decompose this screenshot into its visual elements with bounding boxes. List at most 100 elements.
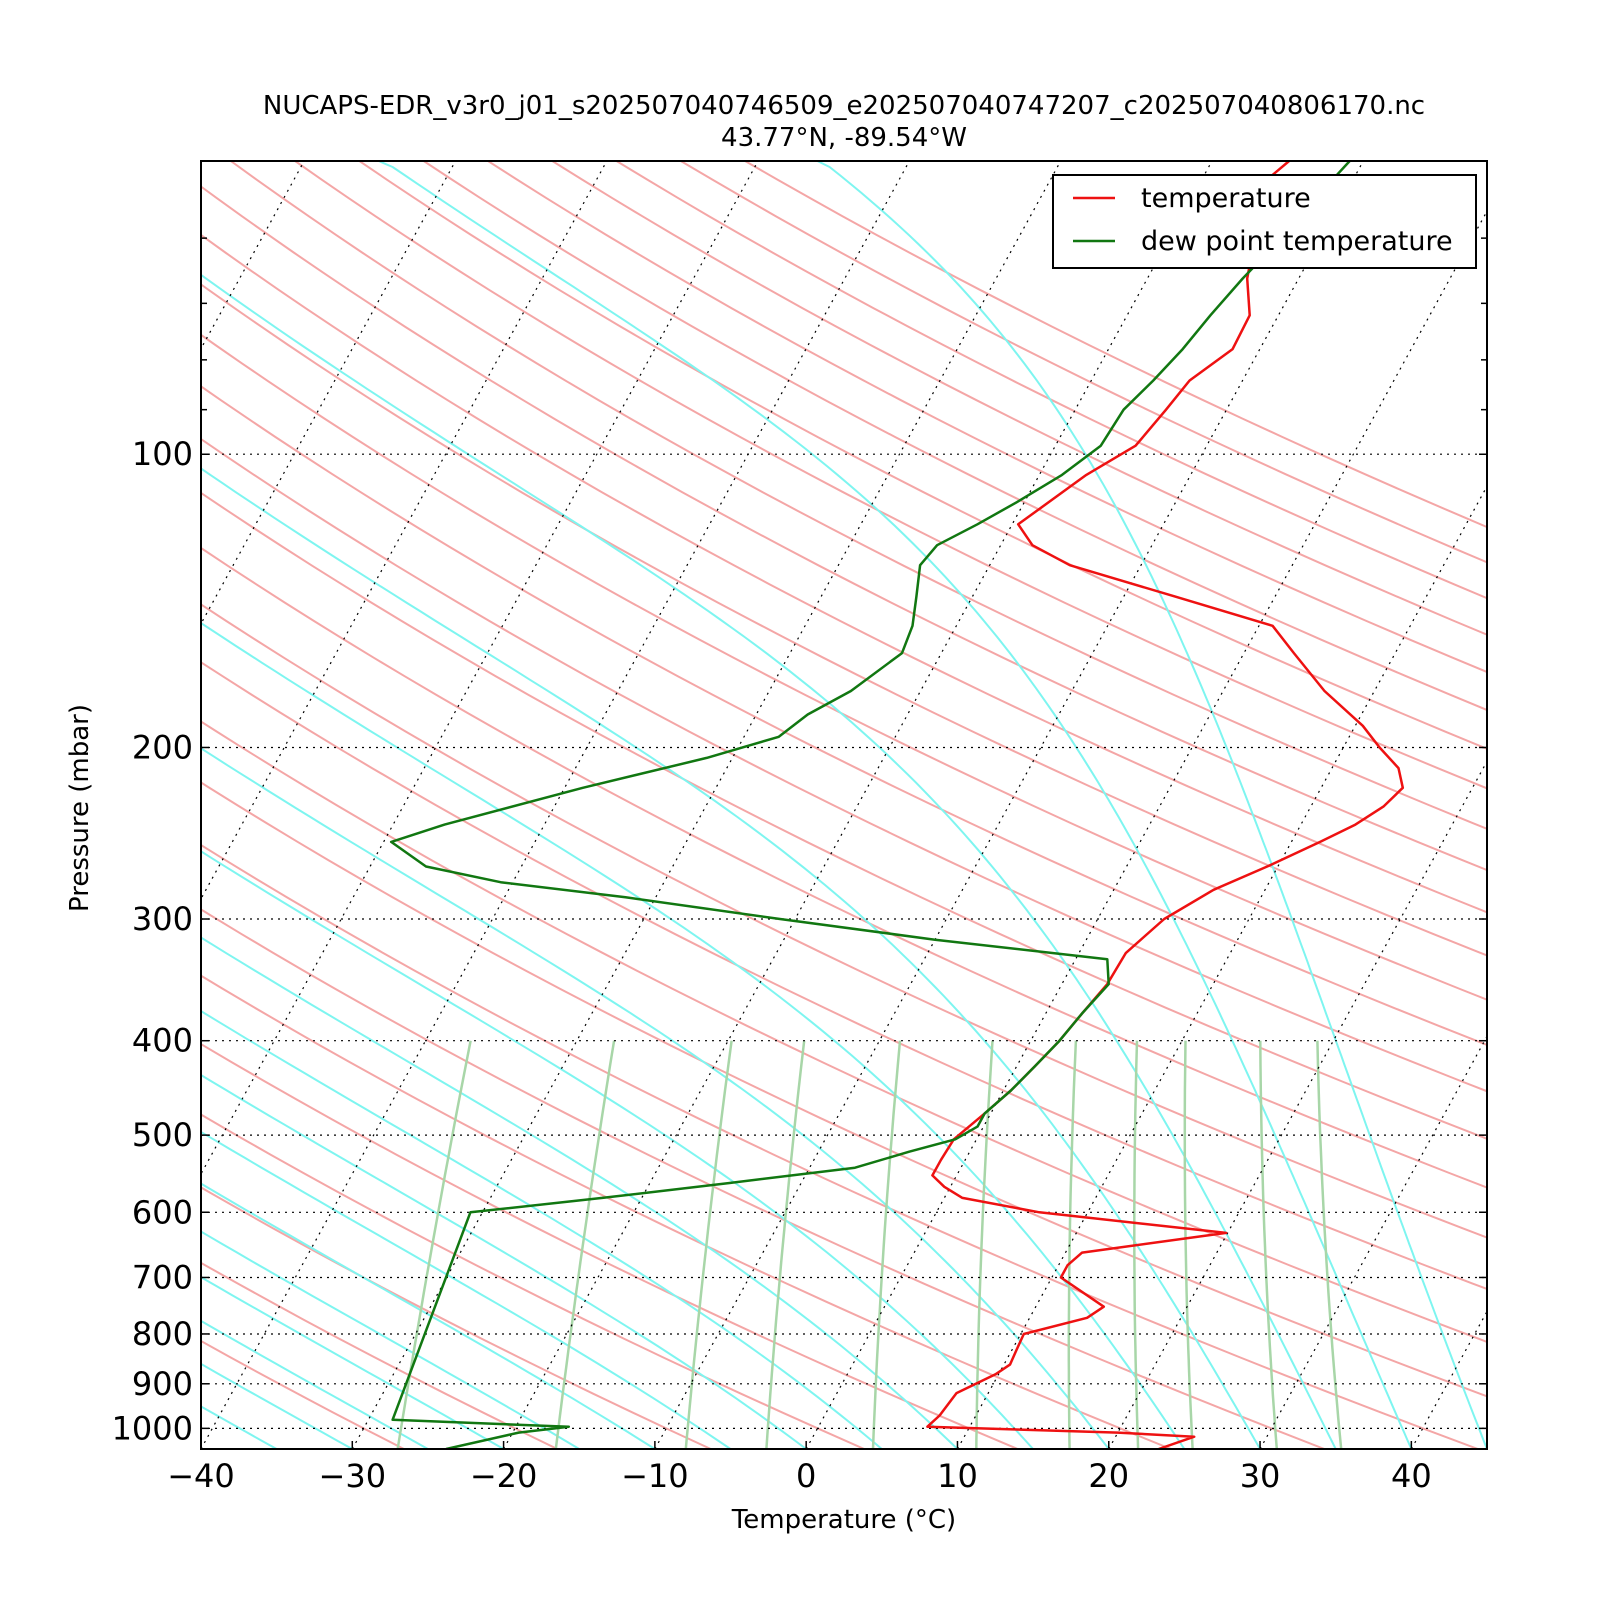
x-tick-label: −30 <box>319 1457 387 1495</box>
dry-adiabat <box>551 161 1487 636</box>
mixing-ratio-line <box>1183 1040 1194 1449</box>
dry-adiabat <box>294 161 1487 790</box>
dry-adiabat <box>680 161 1487 564</box>
isotherm-line <box>805 209 1487 1449</box>
moist-adiabat <box>201 1009 883 1449</box>
x-axis-label: Temperature (°C) <box>731 1505 956 1535</box>
dry-adiabat <box>201 437 1487 1093</box>
moist-adiabats <box>0 161 1487 1449</box>
y-axis-label: Pressure (mbar) <box>65 704 95 912</box>
mixing-ratio-line <box>975 1040 994 1449</box>
dry-adiabat <box>201 185 1487 872</box>
isotherm-line <box>201 161 759 1176</box>
mixing-ratio-line <box>765 1040 806 1449</box>
dry-adiabat <box>201 1113 865 1449</box>
y-tick-label: 300 <box>132 900 193 938</box>
plot-frame <box>200 160 1488 1450</box>
dry-adiabat <box>201 333 1487 1001</box>
mixing-ratio-line <box>871 1040 902 1449</box>
mixing-ratio-line <box>684 1040 733 1449</box>
mixing-ratio-line <box>1316 1040 1343 1449</box>
mixing-ratio-line <box>554 1040 616 1449</box>
chart-title: NUCAPS-EDR_v3r0_j01_s202507040746509_e20… <box>263 91 1425 121</box>
y-tick-label: 1000 <box>112 1409 193 1447</box>
dry-adiabat <box>201 1042 1018 1449</box>
moist-adiabat <box>201 1073 807 1449</box>
x-tick-label: 20 <box>1088 1457 1129 1495</box>
dry-adiabat <box>744 161 1487 529</box>
isotherm-line <box>1410 1310 1487 1449</box>
isotherm-line <box>201 161 910 1449</box>
moist-adiabat <box>201 1230 580 1449</box>
dry-adiabats <box>201 161 1487 1449</box>
dew-point-line <box>389 161 1351 1449</box>
dry-adiabat <box>201 233 1487 914</box>
isobar-grid <box>201 453 1487 1430</box>
legend-label-dew-point: dew point temperature <box>1141 226 1453 257</box>
dry-adiabat <box>201 491 1487 1140</box>
moist-adiabat <box>201 467 1261 1449</box>
data-series <box>389 161 1405 1449</box>
isotherm-grid <box>0 161 1487 1449</box>
x-tick-label: 40 <box>1391 1457 1432 1495</box>
mixing-ratio-line <box>1133 1040 1140 1449</box>
isotherm-line <box>201 161 305 350</box>
moist-adiabat <box>201 273 1337 1449</box>
y-tick-label: 800 <box>132 1315 193 1353</box>
dry-adiabat <box>201 781 1487 1398</box>
temperature-line <box>926 161 1405 1449</box>
dry-adiabat <box>201 283 1487 957</box>
mixing-ratio-line <box>1067 1040 1078 1449</box>
dry-adiabat <box>201 843 1479 1449</box>
dry-adiabat <box>201 385 1487 1047</box>
moist-adiabat <box>378 161 1413 1449</box>
y-tick-label: 700 <box>132 1258 193 1296</box>
mixing-ratio-lines <box>396 1040 1343 1449</box>
legend: temperature dew point temperature <box>1052 174 1477 269</box>
moist-adiabat <box>201 1447 202 1449</box>
moist-adiabat <box>201 1405 278 1449</box>
moist-adiabat <box>201 936 959 1449</box>
dry-adiabat <box>201 546 1487 1189</box>
dry-adiabat <box>201 908 1325 1449</box>
moist-adiabat <box>816 161 1487 1449</box>
dry-adiabat <box>423 161 1487 712</box>
x-tick-label: −20 <box>470 1457 538 1495</box>
isotherm-line <box>0 161 2 1449</box>
moist-adiabat <box>201 1130 732 1449</box>
mixing-ratio-line <box>396 1040 472 1449</box>
y-tick-labels: 100 200 300 400 500 600 700 800 900 1000 <box>112 435 193 1447</box>
dry-adiabat <box>201 661 1487 1291</box>
x-tick-label: 0 <box>796 1457 816 1495</box>
legend-label-temperature: temperature <box>1141 183 1311 214</box>
x-tick-label: 10 <box>937 1457 978 1495</box>
dry-adiabat <box>615 161 1487 600</box>
y-tick-label: 100 <box>132 435 193 473</box>
dry-adiabat <box>201 720 1487 1343</box>
chart-subtitle: 43.77°N, -89.54°W <box>721 123 967 153</box>
mixing-ratio-line <box>1259 1040 1279 1449</box>
dry-adiabat <box>487 161 1487 674</box>
legend-box <box>1052 174 1477 269</box>
y-tick-label: 200 <box>132 728 193 766</box>
moist-adiabat <box>201 1362 353 1449</box>
moist-adiabat <box>201 747 1110 1449</box>
moist-adiabat <box>201 850 1034 1449</box>
isotherm-line <box>654 161 1364 1449</box>
y-tick-label: 600 <box>132 1193 193 1231</box>
axis-ticks <box>200 160 1487 1449</box>
isotherm-line <box>956 485 1487 1449</box>
y-tick-label: 500 <box>132 1116 193 1154</box>
plot-area <box>0 161 1487 1449</box>
isotherm-line <box>1108 760 1487 1449</box>
dry-adiabat <box>201 1186 712 1449</box>
dry-adiabat <box>201 974 1172 1449</box>
moist-adiabat <box>201 621 1186 1449</box>
dry-adiabat <box>230 161 1487 830</box>
moist-adiabat <box>201 1182 656 1449</box>
x-tick-label: −40 <box>167 1457 235 1495</box>
x-tick-label: −10 <box>621 1457 689 1495</box>
x-tick-label: 30 <box>1240 1457 1281 1495</box>
moist-adiabat <box>0 161 125 1449</box>
